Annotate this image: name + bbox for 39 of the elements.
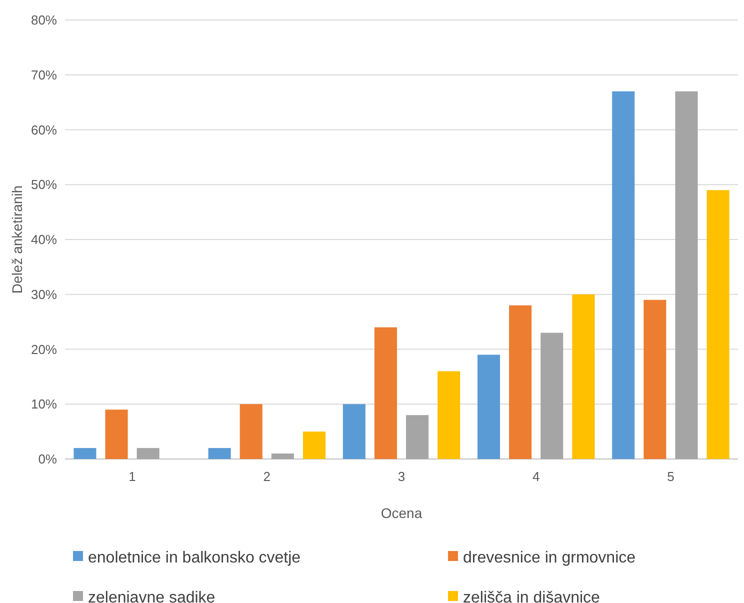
bar [208, 448, 231, 459]
x-tick-label: 2 [263, 469, 271, 484]
bar [572, 294, 595, 459]
y-tick-label: 10% [30, 396, 58, 412]
y-tick-label: 70% [30, 67, 58, 82]
x-tick-label: 3 [398, 469, 406, 484]
bar [706, 190, 730, 459]
bar [540, 332, 564, 459]
bar [477, 354, 500, 459]
legend-label: zeleniavne sadike [88, 590, 216, 603]
x-tick-label: 4 [532, 469, 540, 484]
bar [374, 327, 397, 459]
x-axis-title: Ocena [380, 505, 422, 521]
bar [136, 448, 160, 459]
bar [74, 448, 96, 459]
bar [438, 371, 460, 459]
y-axis-title: Delež anketiranih [9, 185, 25, 294]
y-tick-label: 80% [30, 12, 58, 28]
y-tick-label: 30% [30, 286, 58, 302]
legend-label: zelišča in dišavnice [463, 590, 600, 603]
legend-label: drevesnice in grmovnice [463, 550, 636, 567]
bar [406, 415, 429, 459]
bar [675, 91, 698, 459]
y-tick-label: 0% [38, 452, 58, 467]
y-tick-label: 50% [30, 177, 58, 192]
bar [509, 305, 532, 459]
y-tick-label: 40% [30, 232, 58, 248]
bar [302, 432, 326, 459]
y-tick-label: 20% [30, 342, 58, 357]
bar [105, 410, 128, 459]
y-tick-label: 60% [30, 122, 58, 138]
bar [240, 404, 262, 459]
bar [612, 91, 635, 459]
bar [644, 300, 666, 459]
x-tick-label: 5 [667, 469, 674, 484]
x-tick-label: 1 [128, 469, 136, 484]
legend-label: enoletnice in balkonsko cvetje [88, 550, 301, 567]
bar [342, 404, 366, 459]
bar [271, 454, 294, 459]
